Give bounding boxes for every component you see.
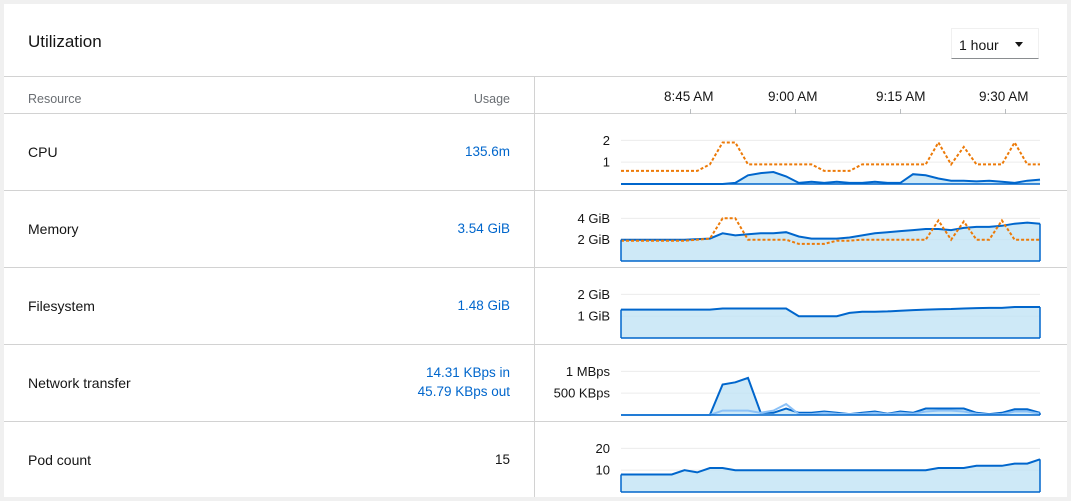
y-tick-label: 2 GiB [577,232,610,247]
memory-usage-line [621,221,1041,241]
resource-name: Network transfer [28,375,131,391]
resource-row-filesystem: Filesystem 1.48 GiB 1 GiB 2 GiB [4,268,1067,345]
caret-down-icon [1015,42,1023,47]
cpu-usage-area [621,172,1040,184]
table-header: Resource Usage 8:45 AM 9:00 AM 9:15 AM 9… [4,76,1067,114]
y-tick-label: 2 [603,133,610,148]
network-out-value: 45.79 KBps out [417,384,510,399]
filesystem-usage-line [621,306,1040,318]
resource-row-network: Network transfer 14.31 KBps in 45.79 KBp… [4,345,1067,422]
network-out-line [621,376,1041,416]
y-tick-label: 1 [603,155,610,170]
time-axis: 8:45 AM 9:00 AM 9:15 AM 9:30 AM [535,76,1067,114]
cpu-usage-link[interactable]: 135.6m [464,144,510,159]
network-out-area [621,377,1040,415]
y-tick-label: 20 [596,441,610,456]
time-label: 9:15 AM [876,89,926,104]
y-tick-label: 500 KBps [554,386,611,401]
memory-usage-area [621,222,1040,261]
time-label: 9:00 AM [768,89,818,104]
duration-dropdown-value: 1 hour [959,37,999,53]
usage-column-header: Usage [473,92,510,106]
time-tick [900,109,901,114]
time-tick [690,109,691,114]
filesystem-chart: 1 GiB 2 GiB [535,268,1067,344]
cpu-limit-line [621,140,1040,172]
pod-count-value: 15 [494,452,510,467]
time-label: 9:30 AM [979,89,1029,104]
y-tick-label: 1 MBps [566,364,611,379]
pods-chart: 10 20 [535,422,1067,498]
resource-name: Memory [28,221,79,237]
resource-name: Filesystem [28,298,95,314]
memory-chart-svg: 2 GiB 4 GiB [577,211,1041,262]
resource-name: Pod count [28,452,92,468]
memory-usage-link[interactable]: 3.54 GiB [457,221,510,236]
time-label: 8:45 AM [664,89,714,104]
cpu-usage-line [621,170,1041,185]
y-tick-label: 2 GiB [577,287,610,302]
card-header: Utilization 1 hour [4,4,1067,77]
utilization-card: Utilization 1 hour Resource Usage 8:45 A… [4,4,1067,497]
card-title: Utilization [28,32,102,51]
column-divider [534,76,535,497]
memory-chart: 2 GiB 4 GiB [535,191,1067,267]
y-tick-label: 1 GiB [577,309,610,324]
resource-name: CPU [28,144,58,160]
network-in-line [621,402,1041,416]
time-tick [795,109,796,114]
filesystem-chart-svg: 1 GiB 2 GiB [577,287,1041,339]
pods-usage-line [621,458,1041,476]
resource-row-pods: Pod count 15 10 20 [4,422,1067,498]
y-tick-label: 10 [596,463,610,478]
network-usage-link[interactable]: 14.31 KBps in 45.79 KBps out [418,363,510,401]
cpu-chart-svg: 12 [603,133,1041,185]
resource-row-memory: Memory 3.54 GiB 2 GiB 4 GiB [4,191,1067,268]
network-chart: 500 KBps 1 MBps [535,345,1067,421]
filesystem-usage-link[interactable]: 1.48 GiB [457,298,510,313]
filesystem-usage-area [621,307,1040,338]
network-chart-svg: 500 KBps 1 MBps [554,364,1041,416]
pods-usage-area [621,459,1040,492]
duration-dropdown[interactable]: 1 hour [951,28,1039,59]
y-tick-label: 4 GiB [577,211,610,226]
network-in-value: 14.31 KBps in [425,365,510,380]
resource-column-header: Resource [28,92,82,106]
time-tick [1005,109,1006,114]
